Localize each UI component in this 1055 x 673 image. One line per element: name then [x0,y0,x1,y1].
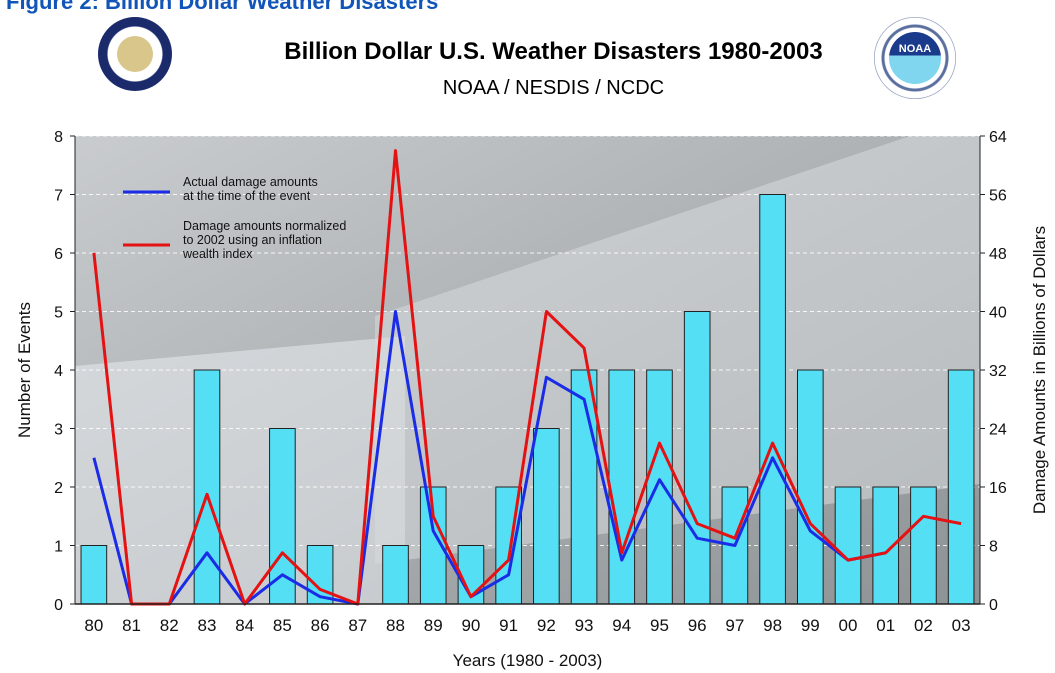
event-bar [796,369,824,605]
right-tick-label: 16 [989,480,1007,497]
noaa-seal-word: NOAA [898,43,932,55]
left-tick-label: 8 [54,129,63,146]
noaa-seal-icon: NOAA [874,17,956,99]
x-tick-label: 86 [311,616,330,635]
x-tick-label: 01 [876,616,895,635]
x-tick-label: 90 [461,616,480,635]
right-tick-label: 64 [989,129,1007,146]
event-bar [646,369,673,605]
left-tick-label: 0 [54,597,63,614]
x-tick-label: 93 [575,616,594,635]
event-bar [947,369,975,605]
chart-title: Billion Dollar U.S. Weather Disasters 19… [284,38,823,65]
event-bar [80,545,108,605]
right-tick-label: 56 [989,188,1007,205]
line-series [92,149,962,606]
x-tick-label: 92 [537,616,556,635]
bar-series [80,194,975,605]
x-tick-label: 96 [688,616,707,635]
legend-text: Damage amounts normalized [183,219,346,233]
event-bar [382,545,409,605]
right-tick-label: 32 [989,363,1007,380]
figure-caption: Figure 2: Billion Dollar Weather Disaste… [6,0,439,14]
y2-axis-title: Damage Amounts in Billions of Dollars [1030,226,1049,514]
x-tick-label: 03 [952,616,971,635]
axis-labels: Years (1980 - 2003) Number of Events Damag… [15,226,1049,670]
figure-caption-strip: Figure 2: Billion Dollar Weather Disaste… [0,0,1055,16]
left-tick-label: 5 [54,305,63,322]
x-axis-title: Years (1980 - 2003) [453,651,603,670]
x-tick-label: 94 [612,616,631,635]
x-tick-label: 81 [122,616,141,635]
x-tick-label: 99 [801,616,820,635]
left-tick-label: 2 [54,480,63,497]
plot-background [75,136,980,604]
right-tick-label: 40 [989,305,1007,322]
legend-text: at the time of the event [183,189,311,203]
x-tick-label: 84 [235,616,254,635]
y-axis-title: Number of Events [15,302,34,438]
legend-text: Actual damage amounts [183,175,318,189]
legend-text: wealth index [182,247,253,261]
x-tick-label: 82 [160,616,179,635]
x-tick-label: 83 [198,616,217,635]
x-tick-label: 98 [763,616,782,635]
left-tick-label: 6 [54,246,63,263]
x-tick-label: 87 [348,616,367,635]
x-tick-label: 89 [424,616,443,635]
chart-subtitle: NOAA / NESDIS / NCDC [442,77,665,99]
x-tick-label: 02 [914,616,933,635]
event-bar [834,486,862,605]
left-tick-label: 3 [54,422,63,439]
x-tick-label: 97 [725,616,744,635]
normalized-damage-line [92,149,962,606]
right-tick-label: 48 [989,246,1007,263]
right-tick-label: 0 [989,597,998,614]
event-bar [683,311,711,605]
left-tick-label: 7 [54,188,63,205]
actual-damage-line [92,310,886,606]
x-tick-label: 00 [839,616,858,635]
x-tick-label: 85 [273,616,292,635]
commerce-seal-icon [98,17,172,91]
event-bar [193,369,221,605]
event-bar [608,369,636,605]
right-tick-label: 24 [989,422,1007,439]
x-tick-label: 91 [499,616,518,635]
event-bar [759,194,786,605]
event-bar [910,486,937,605]
legend-text: to 2002 using an inflation [183,233,322,247]
right-tick-label: 8 [989,539,998,556]
event-bar [269,428,296,605]
background-truck [375,136,980,564]
x-tick-label: 95 [650,616,669,635]
event-bar [533,428,560,605]
x-tick-label: 88 [386,616,405,635]
left-tick-label: 1 [54,539,63,556]
event-bar [570,369,598,605]
background-snow [75,336,405,604]
x-tick-label: 80 [84,616,103,635]
left-tick-label: 4 [54,363,63,380]
